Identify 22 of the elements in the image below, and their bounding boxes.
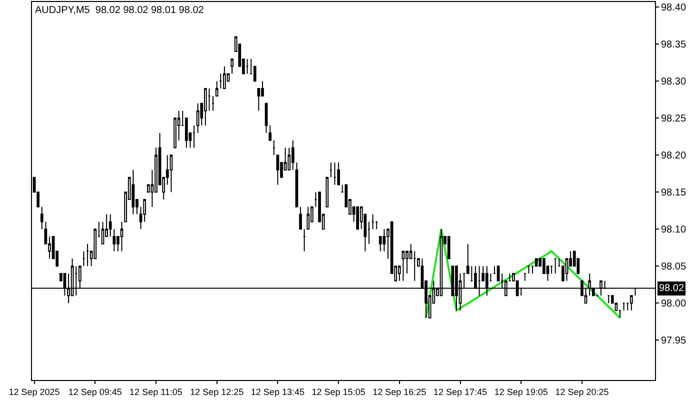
y-tick-label: 98.40 [661, 2, 686, 14]
y-tick-label: 98.05 [661, 262, 686, 273]
x-tick-label: 12 Sep 20:25 [555, 386, 609, 397]
y-tick-label: 98.00 [661, 298, 686, 310]
x-tick-label: 12 Sep 19:05 [494, 386, 548, 397]
y-tick-label: 97.95 [661, 336, 686, 347]
x-tick-label: 12 Sep 16:25 [372, 386, 426, 397]
x-tick-label: 12 Sep 17:45 [433, 386, 488, 397]
y-tick-label: 98.30 [661, 76, 686, 88]
x-tick-label: 12 Sep 2025 [8, 386, 60, 397]
y-tick-label: 98.10 [661, 224, 686, 236]
y-tick-label: 98.35 [661, 40, 686, 51]
y-tick-label: 98.20 [661, 150, 686, 162]
x-tick-label: 12 Sep 09:45 [68, 386, 122, 397]
y-tick-label: 98.25 [661, 114, 686, 125]
x-tick-label: 12 Sep 12:25 [190, 386, 244, 397]
x-tick-label: 12 Sep 15:05 [312, 386, 366, 397]
x-tick-label: 12 Sep 13:45 [250, 386, 304, 397]
ref-line-label: 98.02 [659, 283, 684, 294]
chart-title: AUDJPY,M5 98.02 98.02 98.01 98.02 [35, 5, 204, 16]
x-tick-label: 12 Sep 11:05 [130, 386, 182, 397]
y-tick-label: 98.15 [661, 188, 686, 199]
